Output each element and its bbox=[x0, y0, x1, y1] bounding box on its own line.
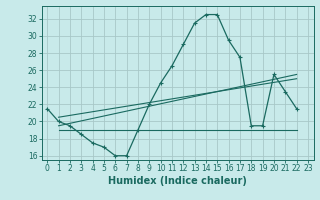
X-axis label: Humidex (Indice chaleur): Humidex (Indice chaleur) bbox=[108, 176, 247, 186]
